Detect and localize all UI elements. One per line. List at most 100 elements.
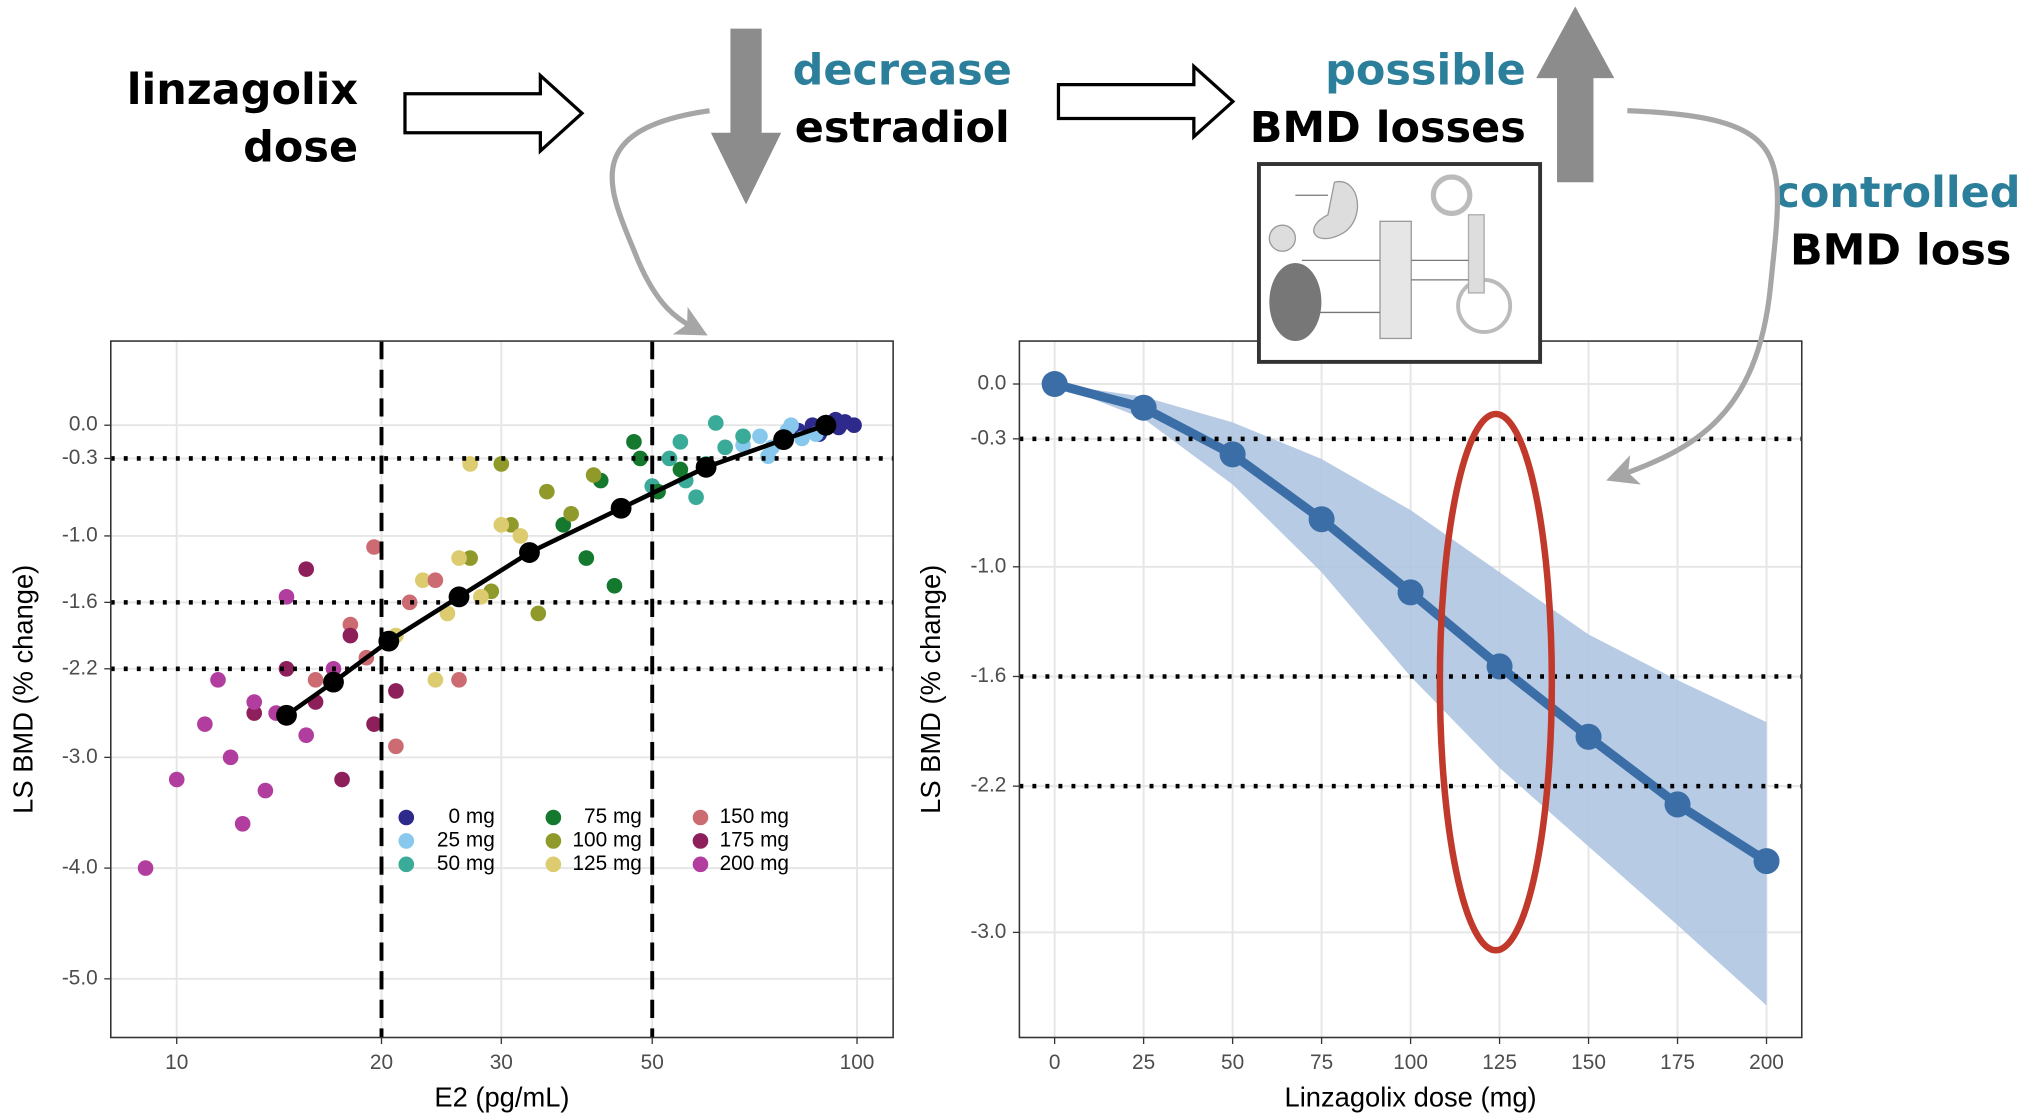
flow-arrow: [1056, 62, 1236, 141]
scatter-point: [366, 716, 382, 732]
flow-text: BMD loss: [1790, 225, 2011, 275]
flow-text: decrease: [793, 46, 1012, 96]
scatter-point: [752, 428, 768, 445]
line-point: [1219, 441, 1246, 468]
line-point: [1041, 370, 1068, 398]
x-tick-label: 0: [1049, 1051, 1061, 1074]
scatter-point: [342, 616, 359, 633]
scatter-point: [298, 727, 315, 744]
down-arrow: [710, 28, 782, 205]
y-tick-label: -1.0: [971, 554, 1007, 577]
line-point: [1575, 723, 1602, 750]
line-point: [1486, 653, 1513, 680]
y-axis-label: LS BMD (% change): [915, 565, 946, 814]
x-axis-label: Linzagolix dose (mg): [1285, 1081, 1537, 1112]
scatter-point: [388, 683, 404, 699]
scatter-point: [707, 415, 724, 431]
scatter-point: [168, 771, 185, 788]
legend-swatch: [692, 833, 709, 849]
scatter-point: [462, 550, 478, 566]
scatter-point: [439, 605, 456, 622]
confidence-band: [1054, 384, 1767, 1006]
median-point: [695, 456, 717, 478]
y-tick-label: 0.0: [69, 413, 98, 436]
legend-swatch: [398, 833, 415, 849]
y-tick-label: -3.0: [971, 920, 1007, 943]
x-tick-label: 200: [1749, 1051, 1784, 1074]
legend-label: 75 mg: [584, 805, 642, 828]
y-tick-label: -5.0: [62, 966, 98, 989]
charts: 0.0 -0.3 -1.0 -1.6 -2.2 -3.0 -4.0 -5.0 10 20 30 50 1…: [8, 340, 1803, 1112]
line-point: [1664, 791, 1691, 818]
scatter-point: [388, 738, 404, 755]
scatter-point: [246, 705, 263, 721]
scatter-point: [530, 605, 547, 622]
flow-text: linzagolix: [127, 65, 359, 115]
curved-arrow: [1606, 108, 1781, 485]
legend-label: 0 mg: [449, 805, 495, 828]
scatter-point: [298, 561, 315, 577]
scatter-point: [414, 572, 431, 589]
x-tick-label: 125: [1482, 1051, 1517, 1074]
x-tick-label: 175: [1660, 1051, 1695, 1074]
flow-text: estradiol: [795, 103, 1010, 153]
scatter-point: [661, 450, 678, 467]
scatter-point: [427, 572, 444, 589]
legend-label: 150 mg: [720, 805, 789, 828]
scatter-point: [585, 467, 602, 483]
flow-arrow: [403, 71, 585, 155]
legend-swatch: [545, 833, 562, 849]
scatter-point: [210, 672, 226, 688]
y-tick-label: -2.2: [971, 774, 1007, 797]
scatter-point: [578, 550, 595, 566]
scatter-point: [563, 505, 579, 522]
flow-text: possible: [1325, 46, 1526, 96]
median-point: [815, 414, 837, 436]
scatter-point: [451, 672, 467, 688]
x-tick-label: 30: [490, 1051, 513, 1074]
x-tick-label: 100: [840, 1051, 875, 1074]
y-tick-label: 0.0: [977, 372, 1006, 395]
legend-swatch: [545, 809, 562, 826]
scatter-point: [717, 439, 733, 456]
y-tick-label: -3.0: [62, 745, 98, 768]
legend-label: 125 mg: [572, 852, 641, 875]
line-point: [1397, 579, 1424, 606]
y-axis-label: LS BMD (% change): [8, 565, 39, 814]
scatter-point: [427, 672, 444, 688]
scatter-point: [366, 539, 382, 555]
scatter-point: [632, 450, 648, 467]
x-tick-label: 150: [1571, 1051, 1606, 1074]
flow-text: dose: [243, 122, 358, 172]
x-axis-label: E2 (pg/mL): [434, 1081, 569, 1112]
line-point: [1753, 848, 1780, 875]
median-point: [378, 630, 400, 652]
scatter-point: [137, 860, 154, 876]
x-tick-label: 100: [1393, 1051, 1428, 1074]
x-tick-label: 10: [165, 1051, 188, 1074]
scatter-point: [307, 672, 324, 688]
median-point: [519, 542, 540, 563]
y-tick-label: -1.0: [62, 523, 98, 546]
legend-swatch: [692, 809, 709, 826]
median-point: [276, 704, 297, 726]
x-tick-label: 50: [1221, 1051, 1244, 1074]
median-point: [610, 497, 632, 519]
scatter-point: [735, 428, 751, 445]
scatter-point: [555, 517, 572, 533]
scatter-point: [462, 456, 478, 472]
line-point: [1308, 506, 1335, 533]
scatter-point: [246, 694, 263, 710]
scatter-point: [672, 461, 689, 478]
median-point: [323, 671, 344, 693]
legend-label: 50 mg: [437, 852, 495, 875]
y-tick-label: -0.3: [62, 446, 98, 469]
y-tick-label: -1.6: [62, 590, 98, 613]
legend-label: 100 mg: [572, 828, 641, 851]
scatter-point: [493, 517, 510, 533]
legend-swatch: [692, 856, 709, 873]
legend-swatch: [545, 856, 562, 873]
legend-label: 25 mg: [437, 828, 495, 851]
scatter-point: [512, 528, 529, 544]
